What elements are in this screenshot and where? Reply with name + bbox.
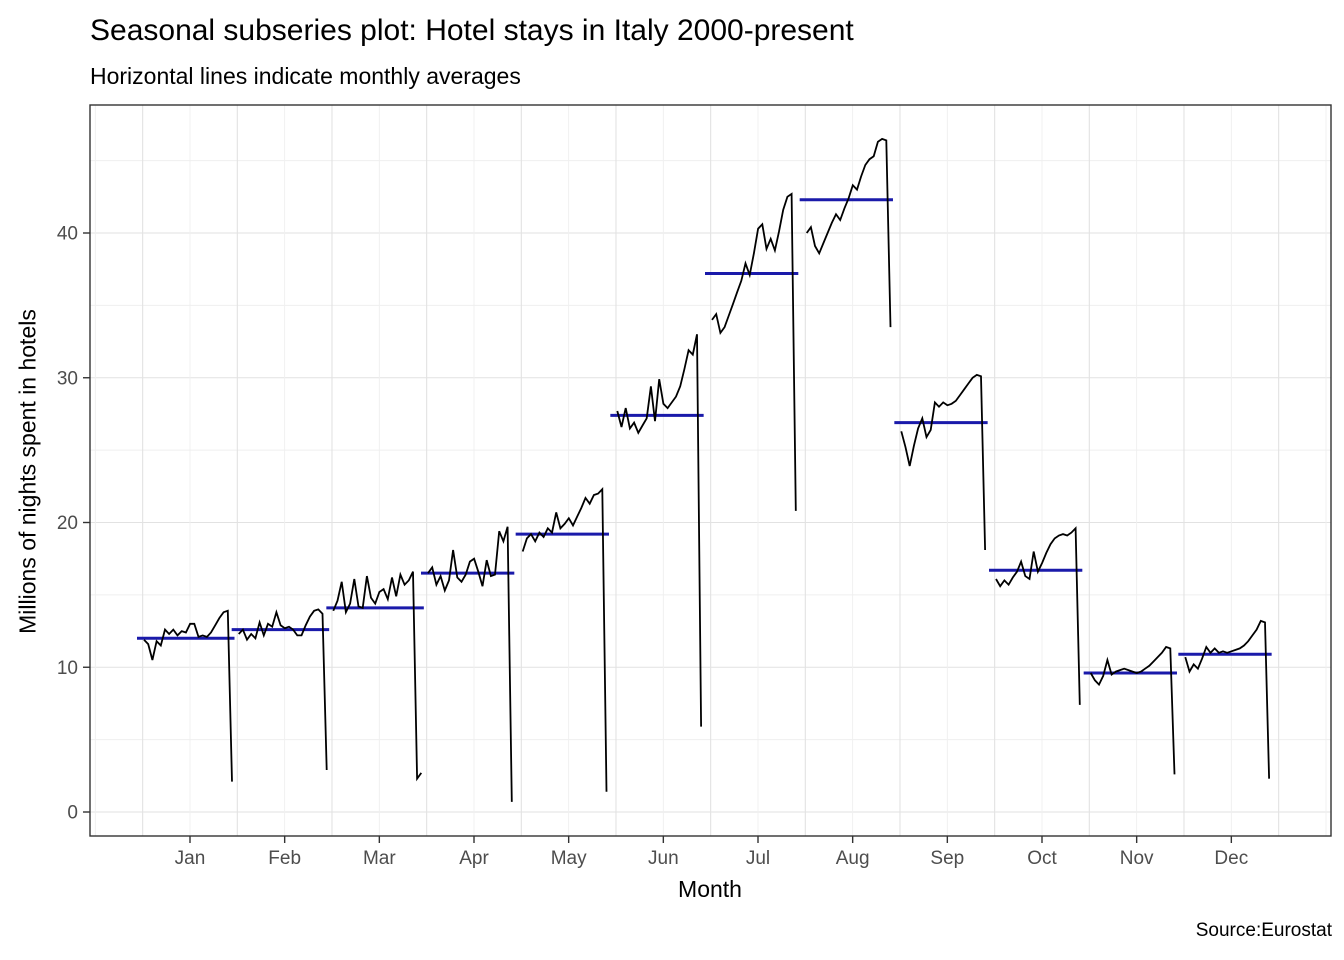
series-line-Jul [711,192,797,511]
x-tick-label: Apr [459,848,489,869]
y-tick-label: 40 [57,224,78,245]
series-line-Dec [1184,619,1270,779]
x-tick-label: Jun [648,848,679,869]
x-tick-label: Jul [746,848,770,869]
series-line-Aug [805,137,892,328]
y-tick-label: 20 [57,513,78,534]
x-tick-label: Nov [1120,848,1154,869]
series-line-Oct [995,526,1081,705]
y-tick-label: 0 [67,803,78,824]
x-tick-label: May [551,848,587,869]
series-line-May [521,486,608,792]
x-tick-label: Aug [836,848,870,869]
series-line-Apr [427,526,513,802]
series-line-Jun [616,334,702,727]
y-tick-label: 30 [57,368,78,389]
series-line-Sep [900,373,986,551]
series-line-Feb [238,608,328,771]
chart-title: Seasonal subseries plot: Hotel stays in … [90,14,854,47]
x-tick-label: Dec [1214,848,1248,869]
x-axis-title: Month [678,876,742,902]
source-caption: Source:Eurostat [1195,920,1332,941]
x-tick-label: Oct [1027,848,1057,869]
series-line-Mar [332,571,423,782]
x-tick-label: Sep [930,848,964,869]
y-axis-title: Millions of nights spent in hotels [14,309,41,634]
x-tick-label: Jan [175,848,206,869]
y-tick-label: 10 [57,658,78,679]
x-tick-label: Mar [363,848,396,869]
series-line-Jan [143,609,233,782]
x-tick-label: Feb [268,848,301,869]
series-line-Nov [1089,645,1176,775]
panel-border [89,104,1332,837]
chart-subtitle: Horizontal lines indicate monthly averag… [90,63,521,89]
